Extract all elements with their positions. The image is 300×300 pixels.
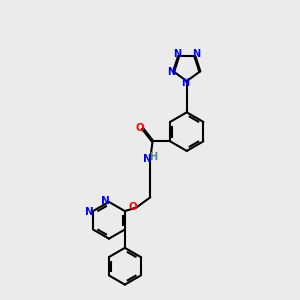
Text: N: N	[85, 207, 94, 217]
Text: N: N	[173, 49, 181, 59]
Text: N: N	[101, 196, 110, 206]
Text: O: O	[128, 202, 137, 212]
Text: N: N	[181, 78, 189, 88]
Text: N: N	[143, 154, 152, 164]
Text: O: O	[136, 123, 145, 134]
Text: N: N	[167, 67, 175, 76]
Text: N: N	[192, 49, 200, 59]
Text: H: H	[149, 152, 157, 162]
